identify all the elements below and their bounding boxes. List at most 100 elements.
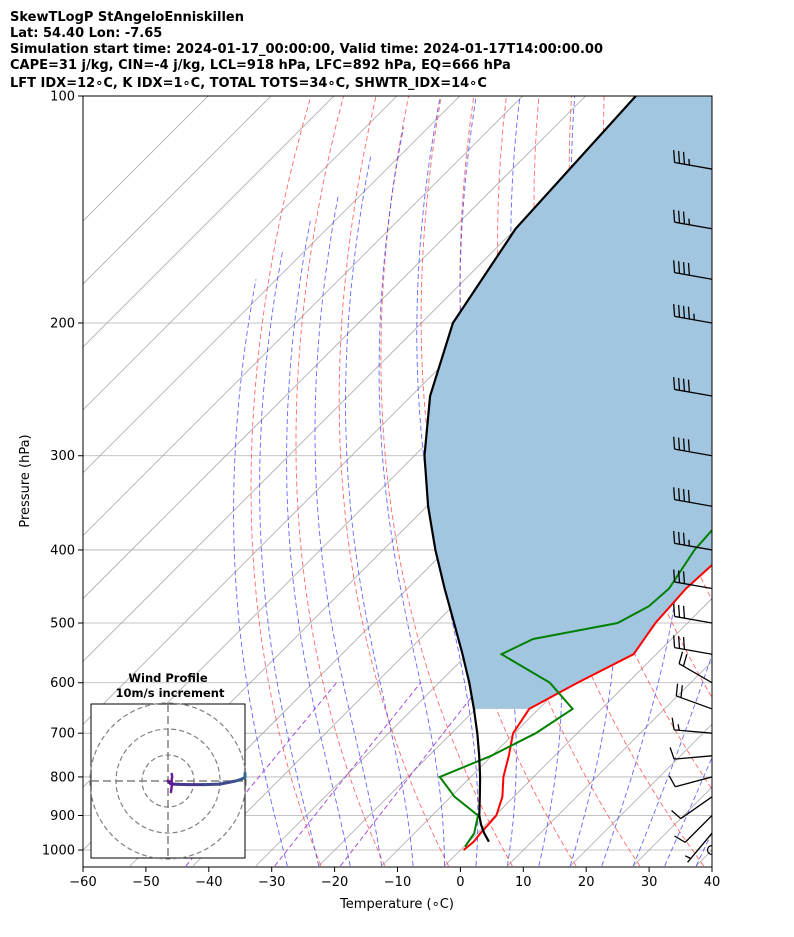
wind-barb-flag: [682, 605, 686, 619]
dry-adiabat-line: [250, 96, 322, 867]
moist-adiabat-line: [286, 217, 351, 867]
moist-adiabat-line: [314, 194, 383, 867]
y-tick-label: 900: [50, 809, 75, 824]
wind-barb-flag: [682, 532, 686, 546]
wind-barb-flag: [673, 635, 676, 648]
wind-barb-staff: [674, 161, 712, 170]
moist-adiabat-line: [632, 653, 712, 867]
dry-adiabat-line: [380, 96, 513, 867]
wind-barb-flag: [682, 438, 686, 451]
isotherm-line: [83, 96, 460, 474]
x-tick-label: −10: [384, 875, 411, 890]
wind-barb-staff: [674, 729, 712, 734]
wind-barb: [669, 747, 712, 760]
y-axis-label: Pressure (hPa): [18, 434, 33, 527]
wind-barb-flag: [669, 747, 675, 760]
wind-barb-flag: [674, 835, 686, 843]
wind-barb-flag: [677, 304, 681, 318]
wind-barb-staff: [708, 96, 712, 97]
wind-barb-flag: [679, 78, 680, 90]
wind-barb-staff: [678, 663, 712, 684]
wind-barb-half-flag: [684, 855, 692, 860]
x-axis-ticks: −60 −50 −40 −30 −20 −10 0 10 20 30 40: [69, 867, 720, 890]
mixing-ratio-line: [340, 682, 484, 867]
wind-barb-flag: [673, 604, 676, 617]
hodograph-ring: [89, 702, 247, 860]
wind-barb-staff: [674, 615, 712, 624]
wind-barb-flag: [682, 488, 686, 502]
simulation-times: Simulation start time: 2024-01-17_00:00:…: [10, 42, 603, 57]
wind-barb-staff: [687, 832, 712, 863]
moist-adiabat-line: [345, 155, 414, 867]
moist-adiabat-line: [378, 127, 445, 866]
wind-barb-flag: [677, 570, 681, 583]
dry-adiabat-line: [295, 96, 386, 867]
isotherm-line: [444, 597, 712, 867]
wind-barb: [684, 832, 712, 863]
wind-barb-flag: [675, 683, 679, 697]
wind-barb-flag: [682, 211, 686, 224]
chart-title: SkewTLogP StAngeloEnniskillen: [10, 10, 244, 25]
wind-barb-flag: [677, 636, 681, 649]
wind-barb-staff: [674, 581, 712, 590]
x-tick-label: 30: [641, 875, 658, 890]
wind-barb-flag: [673, 150, 676, 163]
x-tick-label: −40: [195, 875, 222, 890]
hodograph-inset: Wind Profile 10m/s increment: [89, 671, 247, 860]
y-tick-label: 400: [50, 543, 75, 558]
wind-barb-flag: [682, 654, 688, 667]
wind-barb: [673, 377, 712, 397]
y-tick-label: 100: [50, 90, 75, 105]
wind-barb-flag: [682, 636, 686, 650]
wind-barb: [673, 260, 712, 280]
wind-barb-flag: [677, 437, 681, 451]
wind-barb: [673, 635, 712, 655]
wind-barb-flag: [673, 303, 676, 317]
moist-adiabat-line: [601, 96, 684, 867]
wind-barb: [668, 775, 712, 788]
wind-barb-flag: [682, 571, 686, 584]
wind-barb-calm: [706, 844, 712, 856]
hodograph-plot: [89, 702, 247, 860]
x-axis-label: Temperature (∘C): [339, 897, 454, 912]
moist-adiabat-line: [233, 279, 288, 867]
wind-barb-staff: [674, 272, 712, 280]
wind-barb: [674, 77, 712, 97]
mixing-ratio-lines: [185, 682, 484, 867]
isotherm-line: [83, 96, 272, 285]
wind-barb-flag: [687, 306, 690, 320]
wind-barb-staff: [675, 776, 712, 788]
wind-barb-flag: [671, 809, 682, 820]
wind-barb-flag: [677, 488, 681, 501]
y-tick-label: 1000: [42, 844, 75, 859]
wind-barb-flag: [673, 209, 676, 223]
wind-barb-staff: [676, 695, 712, 710]
wind-barb-flag: [673, 377, 676, 390]
x-tick-label: 0: [456, 875, 464, 890]
isotherm-line: [83, 96, 586, 600]
wind-barb: [673, 530, 712, 551]
wind-barb: [673, 487, 712, 507]
x-tick-label: 20: [578, 875, 595, 890]
hodograph-lowlevel-trace: [169, 772, 174, 794]
temperature-profile-line: [462, 563, 712, 851]
parcel-path-line: [423, 96, 637, 843]
isotherm-line: [83, 96, 398, 411]
moist-adiabat-line: [664, 756, 712, 867]
wind-barb-flag: [673, 436, 676, 450]
x-tick-label: −60: [69, 875, 96, 890]
dry-adiabat-line: [734, 96, 794, 866]
stability-params: CAPE=31 j/kg, CIN=-4 j/kg, LCL=918 hPa, …: [10, 58, 511, 73]
wind-barb: [673, 150, 712, 170]
wind-barb: [673, 569, 712, 590]
wind-barb: [706, 844, 712, 856]
mixing-ratio-line: [274, 682, 422, 867]
moist-adiabat-line: [416, 96, 479, 867]
wind-barb-staff: [674, 755, 712, 760]
wind-barb-staff: [674, 315, 712, 324]
wind-barb-flag: [673, 487, 676, 500]
wind-barb-flag: [674, 77, 675, 89]
wind-barb-flag: [687, 439, 690, 452]
wind-barb-flag: [677, 604, 681, 618]
